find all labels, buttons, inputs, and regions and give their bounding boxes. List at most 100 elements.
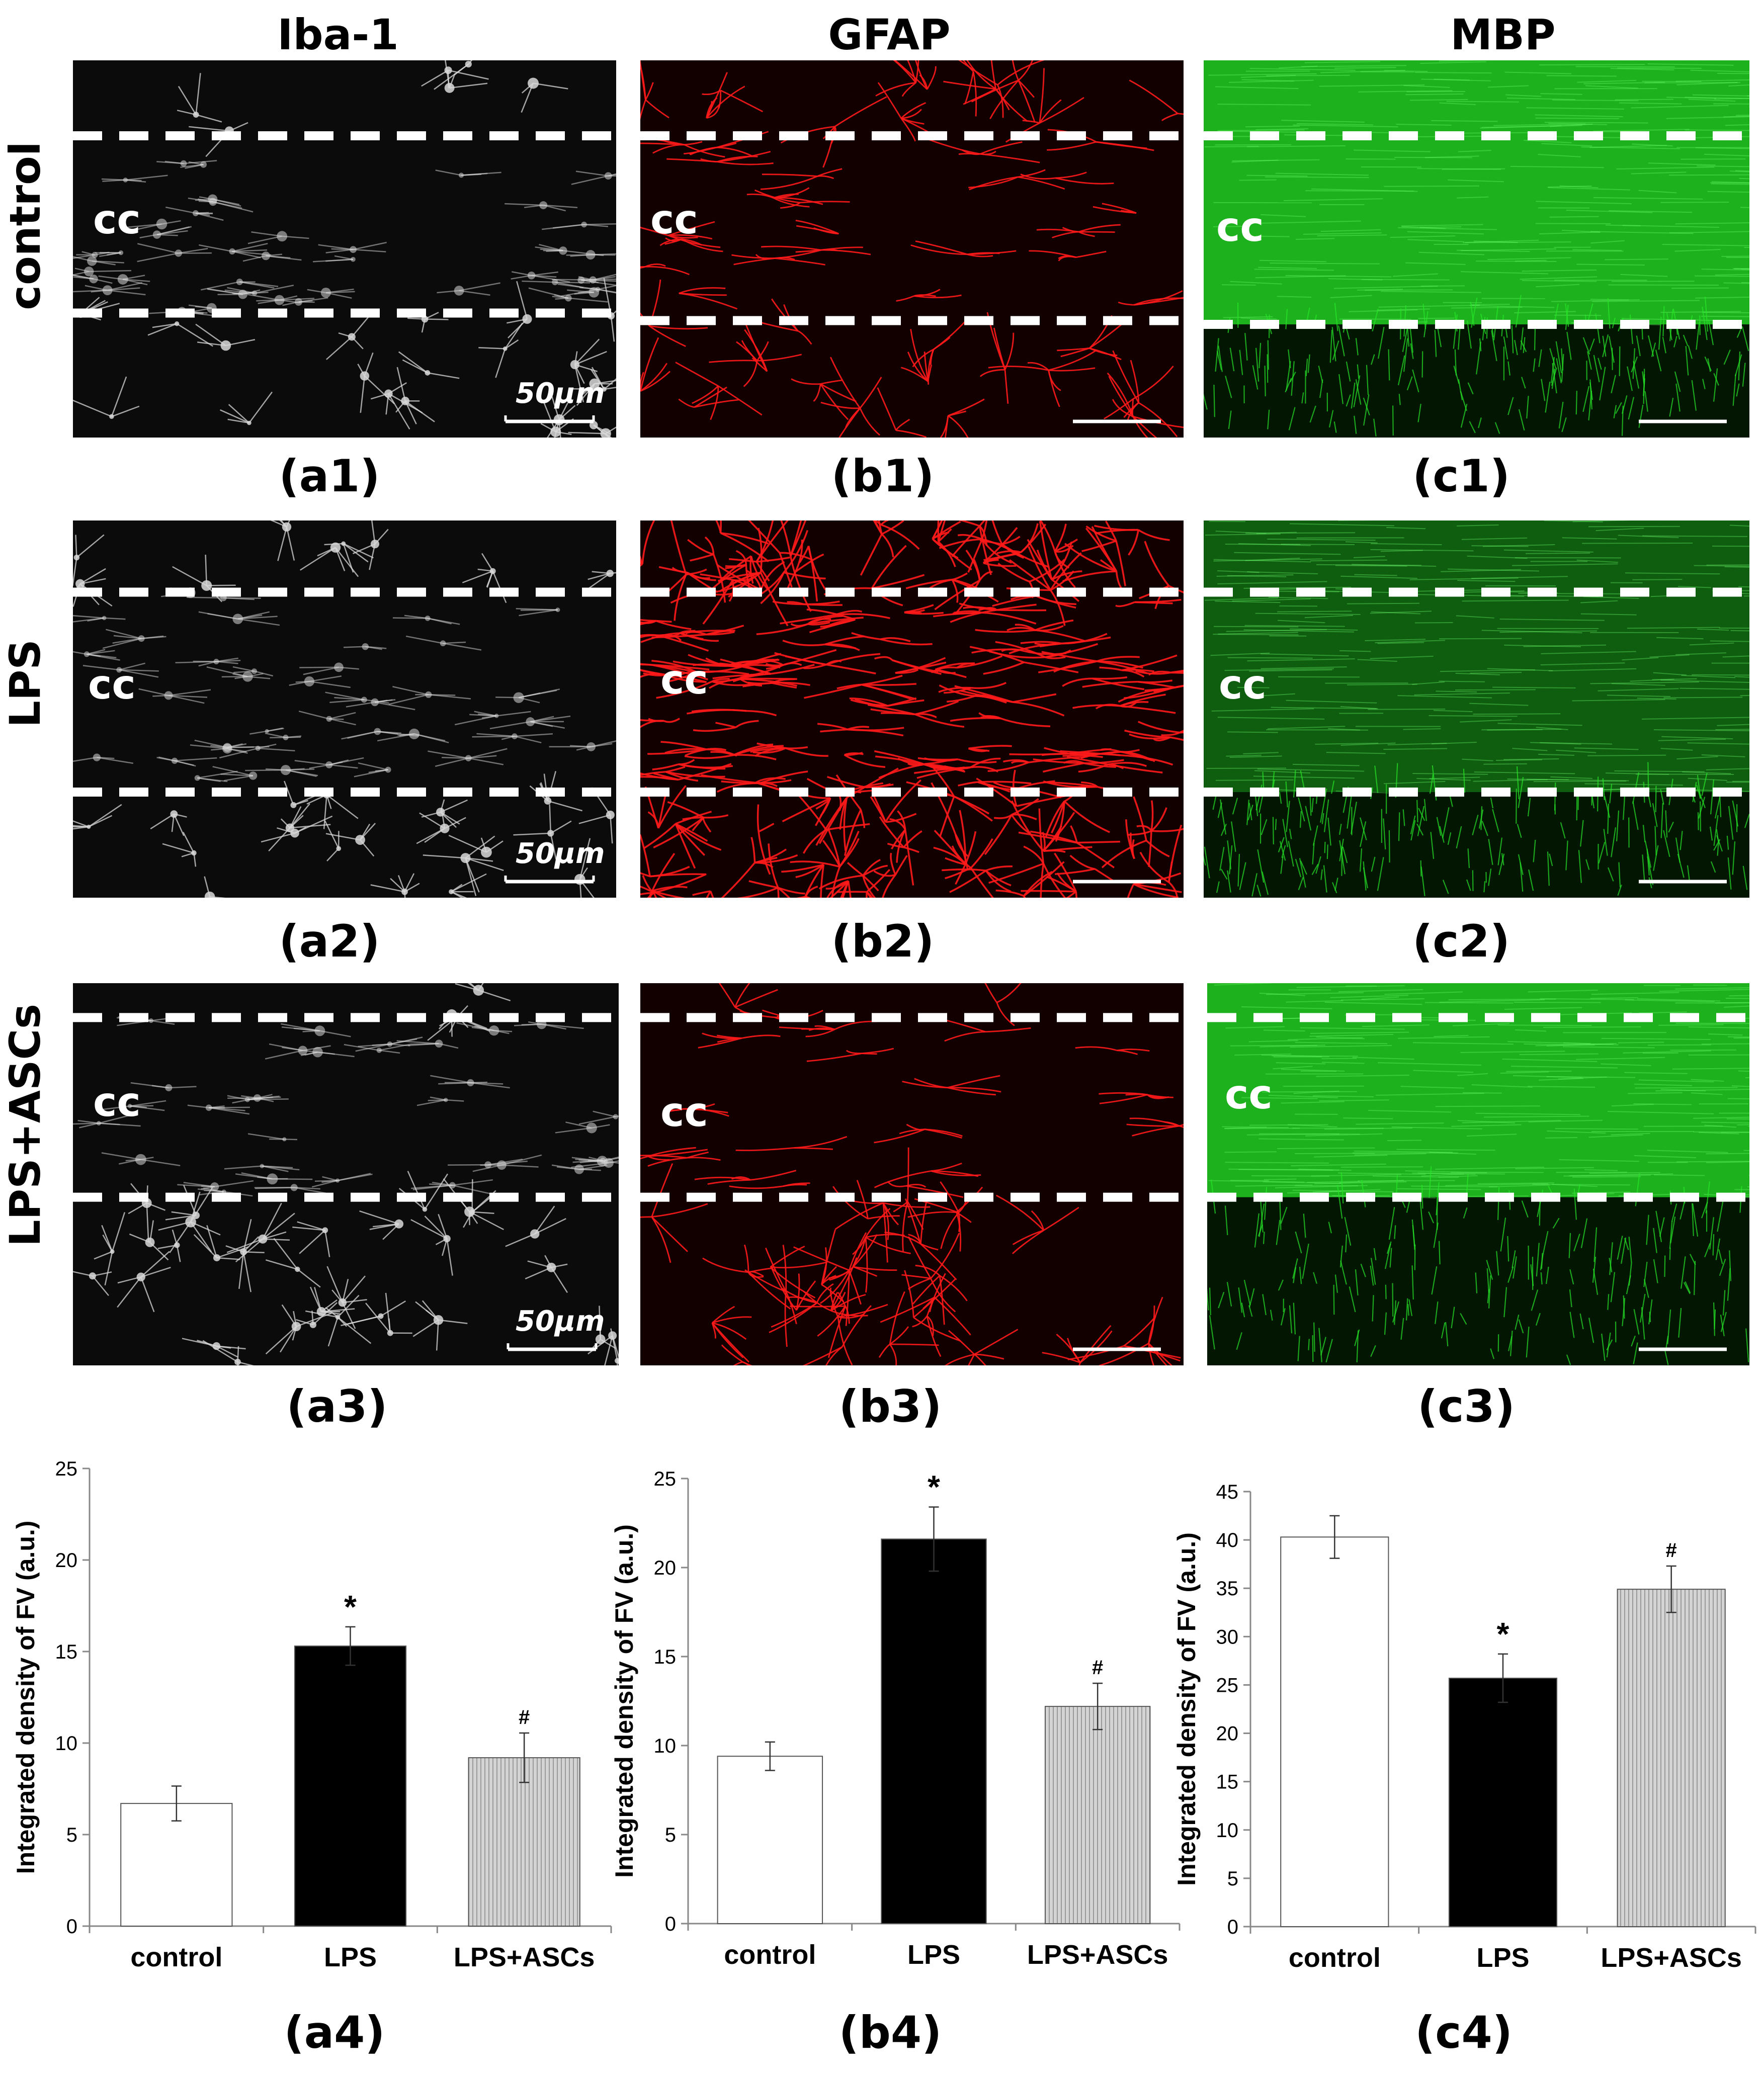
y-tick-label: 45 [1216,1481,1239,1503]
significance-mark: * [344,1589,357,1625]
significance-mark: # [1092,1657,1103,1679]
micrograph-texture [73,983,619,1365]
y-axis-label: Integrated density of FV (a.u.) [12,1521,40,1874]
panel-label-c4: (c4) [1415,2007,1513,2058]
panel-label-b3: (b3) [838,1380,942,1432]
panel-label-b2: (b2) [831,915,935,967]
scale-bar-label: 50μm [516,1305,605,1338]
bar-control [717,1756,823,1924]
column-header-iba1: Iba-1 [277,10,399,59]
y-tick-label: 5 [665,1824,676,1846]
x-tick-label: LPS [1476,1943,1529,1973]
y-tick-label: 25 [55,1458,78,1480]
micrograph-c1: cc [1204,60,1749,438]
bar-chart-a4: 0 5 10 15 20 25 Integrated density of FV (a.u.… [0,1448,614,2007]
y-tick-label: 10 [55,1732,78,1755]
significance-mark: # [519,1706,530,1728]
micrograph-b3: cc [640,983,1184,1365]
x-tick-label: control [724,1940,816,1970]
y-tick-label: 15 [55,1641,78,1663]
cc-label: cc [660,656,708,703]
bar-chart-b4: 0 5 10 15 20 25 Integrated density of FV (a.u.… [609,1448,1187,2007]
cc-label: cc [1219,661,1267,708]
cc-label: cc [93,1079,141,1125]
y-tick-label: 25 [1216,1674,1239,1696]
y-axis-label: Integrated density of FV (a.u.) [610,1524,638,1878]
bar-LPS+ASCs [1617,1589,1726,1927]
micrograph-b2: cc [640,521,1184,898]
cc-label: cc [660,1089,708,1136]
y-tick-label: 0 [665,1913,676,1935]
bar-LPS+ASCs [1044,1706,1151,1924]
row-header-lps: LPS [1,639,50,728]
y-tick-label: 15 [1216,1771,1239,1793]
cc-label: cc [93,196,141,243]
micrograph-a3: cc 50μm [73,983,619,1365]
significance-mark: * [1497,1616,1509,1652]
y-tick-label: 20 [55,1549,78,1572]
y-tick-label: 20 [654,1557,677,1579]
row-header-control: control [1,141,50,310]
panel-label-a4: (a4) [284,2007,385,2058]
bar-chart-a4-svg: 0 5 10 15 20 25 Integrated density of FV (a.u.… [12,1458,612,1972]
x-tick-label: LPS+ASCs [1601,1943,1742,1973]
significance-mark: * [928,1469,940,1505]
micrograph-texture [640,60,1184,438]
x-tick-label: control [1289,1943,1381,1973]
column-header-mbp: MBP [1450,10,1556,59]
scale-bar-label: 50μm [516,377,605,410]
bar-chart-c4: 0 5 10 15 20 25 30 35 40 45 Integrated density of … [1172,1448,1760,2007]
x-tick-label: LPS [324,1942,377,1972]
panel-label-a2: (a2) [279,915,380,967]
bar-control [120,1803,233,1927]
panel-label-b4: (b4) [838,2007,942,2058]
bar-LPS [1448,1677,1558,1927]
bar-LPS+ASCs [468,1757,580,1927]
micrograph-texture [73,60,616,438]
micrograph-texture [640,521,1184,898]
bar-chart-b4-svg: 0 5 10 15 20 25 Integrated density of FV (a.u.… [610,1468,1181,1970]
bar-chart-c4-svg: 0 5 10 15 20 25 30 35 40 45 Integrated density of … [1172,1481,1756,1973]
row-header-lps-ascs: LPS+ASCs [1,1003,50,1247]
y-tick-label: 40 [1216,1529,1239,1551]
micrograph-c3: cc [1207,983,1749,1365]
bar-LPS [294,1645,407,1927]
cc-label: cc [650,196,698,243]
y-tick-label: 0 [1227,1916,1238,1938]
y-tick-label: 5 [66,1824,77,1846]
scale-bar-label: 50μm [516,837,605,870]
micrograph-c2: cc [1204,521,1749,898]
bar-control [1280,1536,1389,1928]
micrograph-texture [73,521,616,898]
y-axis-label: Integrated density of FV (a.u.) [1172,1532,1201,1886]
micrograph-texture [1204,60,1749,438]
y-tick-label: 5 [1227,1868,1238,1890]
panel-label-c3: (c3) [1417,1380,1515,1432]
y-tick-label: 10 [654,1735,677,1757]
y-tick-label: 10 [1216,1819,1239,1842]
cc-label: cc [1225,1071,1273,1118]
cc-label: cc [1216,204,1264,250]
y-tick-label: 0 [66,1916,77,1938]
panel-label-c1: (c1) [1412,450,1510,502]
micrograph-b1: cc [640,60,1184,438]
cc-label: cc [88,661,136,708]
x-tick-label: LPS+ASCs [454,1942,595,1972]
micrograph-texture [640,983,1184,1365]
significance-mark: # [1666,1539,1677,1562]
y-tick-label: 30 [1216,1626,1239,1648]
micrograph-a1: cc 50μm [73,60,616,438]
y-tick-label: 35 [1216,1578,1239,1600]
panel-label-a3: (a3) [286,1380,388,1432]
x-tick-label: LPS [907,1940,960,1970]
panel-label-a1: (a1) [279,450,380,502]
micrograph-a2: cc 50μm [73,521,616,898]
micrograph-texture [1207,983,1749,1365]
y-tick-label: 20 [1216,1723,1239,1745]
panel-label-c2: (c2) [1412,915,1510,967]
panel-label-b1: (b1) [831,450,935,502]
column-header-gfap: GFAP [828,10,951,59]
micrograph-texture [1204,521,1749,898]
y-tick-label: 25 [654,1468,677,1490]
y-tick-label: 15 [654,1646,677,1668]
